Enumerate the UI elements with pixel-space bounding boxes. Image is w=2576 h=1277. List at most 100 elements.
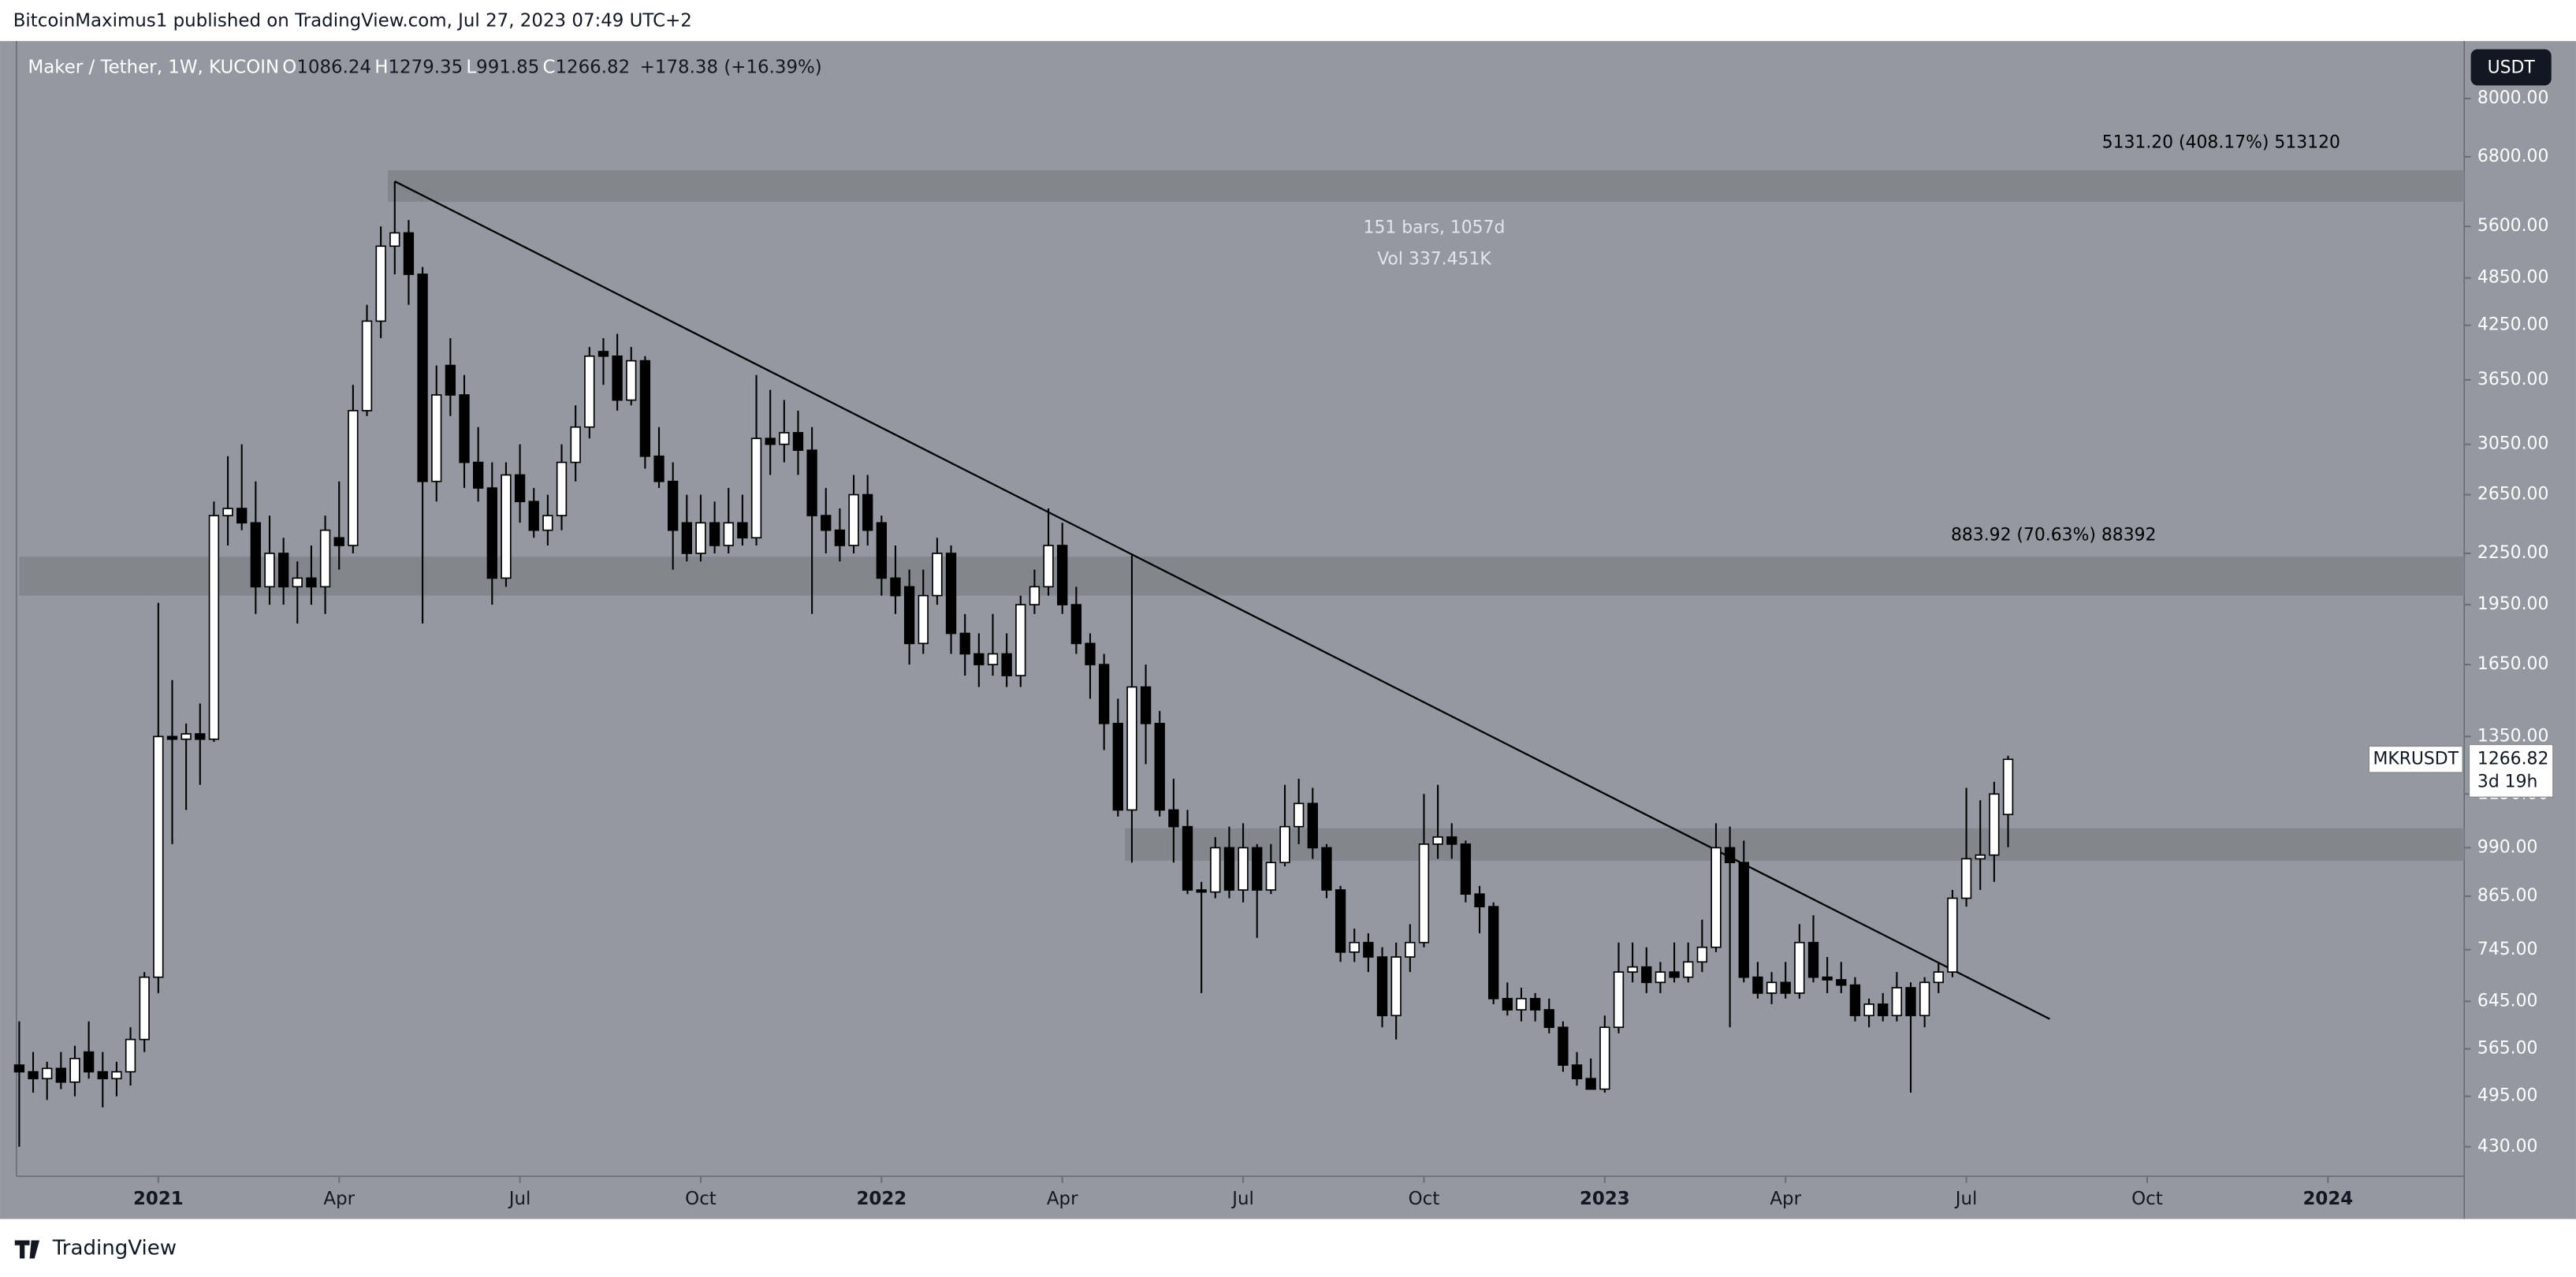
- footer-logo: [14, 1240, 40, 1259]
- candle-body: [695, 522, 706, 554]
- candle-body: [277, 553, 289, 588]
- candle-body: [1891, 987, 1903, 1017]
- candle-body: [1390, 956, 1402, 1017]
- candle-body: [1446, 836, 1457, 845]
- candle-body: [987, 653, 999, 665]
- y-tick-label: 4850.00: [2477, 268, 2548, 288]
- legend-key: O: [282, 57, 296, 77]
- candle-body: [1960, 858, 1972, 899]
- candle-body: [612, 355, 623, 401]
- candle-body: [779, 432, 790, 445]
- candle-body: [1849, 984, 1861, 1017]
- legend-value: 1279.35: [388, 57, 463, 77]
- candle-body: [792, 432, 804, 451]
- candle-body: [361, 320, 373, 411]
- candle-body: [306, 577, 317, 588]
- candle-body: [597, 351, 609, 357]
- ticker-label: MKRUSDT: [2373, 749, 2459, 769]
- candle-body: [542, 515, 553, 531]
- y-tick-label: 6800.00: [2477, 147, 2548, 166]
- candle-body: [1265, 862, 1277, 891]
- candle-body: [1947, 897, 1958, 973]
- candle-body: [1126, 686, 1137, 811]
- x-tick-label: Jul: [1230, 1189, 1254, 1209]
- candle-body: [2002, 758, 2014, 816]
- candle-body: [626, 359, 637, 401]
- candle-body: [1460, 843, 1472, 895]
- candle-body: [1919, 981, 1930, 1017]
- x-tick-label: 2021: [133, 1189, 184, 1209]
- price-zone: [1125, 828, 2465, 861]
- candle-body: [681, 522, 692, 554]
- candle-body: [375, 245, 386, 322]
- last-price: 1266.82: [2477, 749, 2548, 769]
- candle-body: [750, 437, 762, 539]
- x-tick-label: 2023: [1580, 1189, 1630, 1209]
- candle-body: [723, 522, 734, 546]
- candle-body: [125, 1038, 136, 1073]
- legend-key: L: [466, 57, 476, 77]
- candle-body: [1210, 847, 1221, 893]
- candle-body: [55, 1067, 67, 1083]
- trendline: [394, 181, 2050, 1020]
- legend-part: Maker / Tether, 1W, KUCOIN: [28, 57, 279, 77]
- y-tick-label: 990.00: [2477, 837, 2538, 857]
- candle-body: [653, 455, 664, 482]
- candle-body: [584, 355, 595, 428]
- y-tick-label: 8000.00: [2477, 88, 2548, 108]
- candle-body: [1933, 971, 1944, 984]
- x-tick-label: Jul: [508, 1189, 531, 1209]
- candle-body: [737, 522, 748, 539]
- candle-body: [556, 461, 568, 516]
- y-tick-label: 645.00: [2477, 991, 2538, 1011]
- candle-body: [1807, 941, 1819, 978]
- candle-body: [1238, 847, 1249, 891]
- candle-body: [1585, 1078, 1596, 1090]
- measure-mid: 883.92 (70.63%) 88392: [1951, 525, 2157, 545]
- candle-body: [1001, 653, 1012, 676]
- candle-body: [1516, 997, 1527, 1011]
- candle-body: [1070, 604, 1082, 645]
- y-tick-label: 5600.00: [2477, 216, 2548, 236]
- measure-bars: 151 bars, 1057d: [1364, 218, 1506, 238]
- measure-top: 5131.20 (408.17%) 513120: [2102, 132, 2340, 152]
- candle-body: [834, 529, 846, 546]
- candle-body: [69, 1057, 80, 1083]
- x-tick-label: Apr: [1770, 1189, 1801, 1209]
- candle-body: [1140, 686, 1152, 724]
- candle-body: [501, 474, 512, 579]
- candle-body: [1335, 889, 1346, 953]
- candle-body: [222, 508, 233, 516]
- footer-brand: TradingView: [52, 1236, 177, 1260]
- currency-button: [2470, 49, 2552, 86]
- candle-body: [1196, 889, 1207, 893]
- y-tick-label: 3650.00: [2477, 370, 2548, 389]
- candle-body: [1794, 941, 1805, 994]
- candle-body: [1641, 966, 1652, 984]
- candle-body: [1780, 981, 1791, 994]
- y-tick-label: 2250.00: [2477, 543, 2548, 563]
- candle-body: [417, 274, 428, 482]
- x-tick-label: Apr: [323, 1189, 355, 1209]
- x-tick-label: 2022: [856, 1189, 906, 1209]
- measure-volume: Vol 337.451K: [1377, 249, 1491, 269]
- candle-body: [83, 1051, 95, 1073]
- candle-body: [848, 493, 859, 546]
- candle-body: [348, 410, 359, 546]
- candle-body: [111, 1070, 122, 1080]
- candle-body: [472, 461, 484, 489]
- candle-body: [806, 449, 817, 516]
- legend-key: C: [542, 57, 555, 77]
- candle-body: [1252, 847, 1263, 891]
- candle-body: [1613, 971, 1625, 1029]
- candle-body: [1738, 862, 1749, 978]
- candle-body: [1418, 843, 1430, 944]
- candle-body: [876, 522, 888, 579]
- candle-body: [250, 522, 262, 588]
- candle-body: [1321, 847, 1332, 891]
- publisher: BitcoinMaximus1 published on TradingView…: [13, 11, 692, 32]
- x-tick-label: Jul: [1954, 1189, 1978, 1209]
- candle-body: [431, 394, 442, 482]
- legend-value: 991.85: [476, 57, 539, 77]
- candle-body: [1307, 802, 1318, 849]
